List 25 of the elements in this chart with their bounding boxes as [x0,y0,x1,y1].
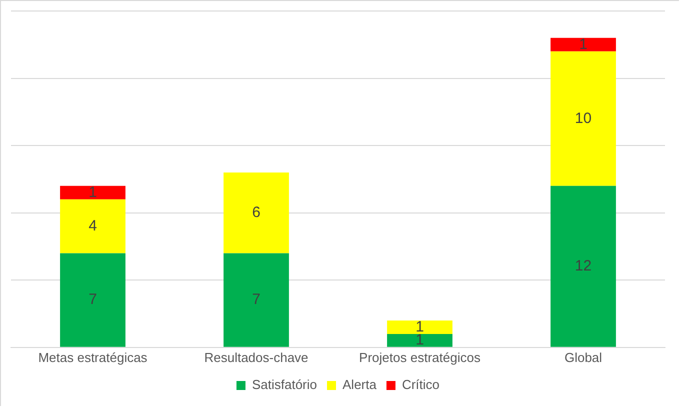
data-label: 4 [88,217,97,234]
data-label: 10 [574,110,592,127]
bar [550,186,616,347]
bar [60,199,126,254]
data-label: 6 [252,204,260,221]
bar [224,253,289,347]
bar [387,320,452,334]
bar [550,51,616,186]
data-label: 7 [252,291,260,308]
x-tick-label: Resultados-chave [204,350,308,365]
legend-label: Alerta [342,377,378,392]
legend-label: Satisfatório [252,377,318,392]
bar [224,172,289,254]
bar [550,38,616,52]
bar [60,253,126,347]
x-tick-label: Global [564,350,602,365]
data-label: 7 [88,291,97,308]
x-tick-label: Metas estratégicas [38,350,148,365]
data-label: 1 [579,36,588,53]
legend-label: Crítico [402,377,440,392]
x-tick-label: Projetos estratégicos [359,350,481,365]
bar [60,186,126,200]
bar [387,334,452,347]
data-label: 1 [88,184,97,201]
data-label: 12 [574,258,592,275]
